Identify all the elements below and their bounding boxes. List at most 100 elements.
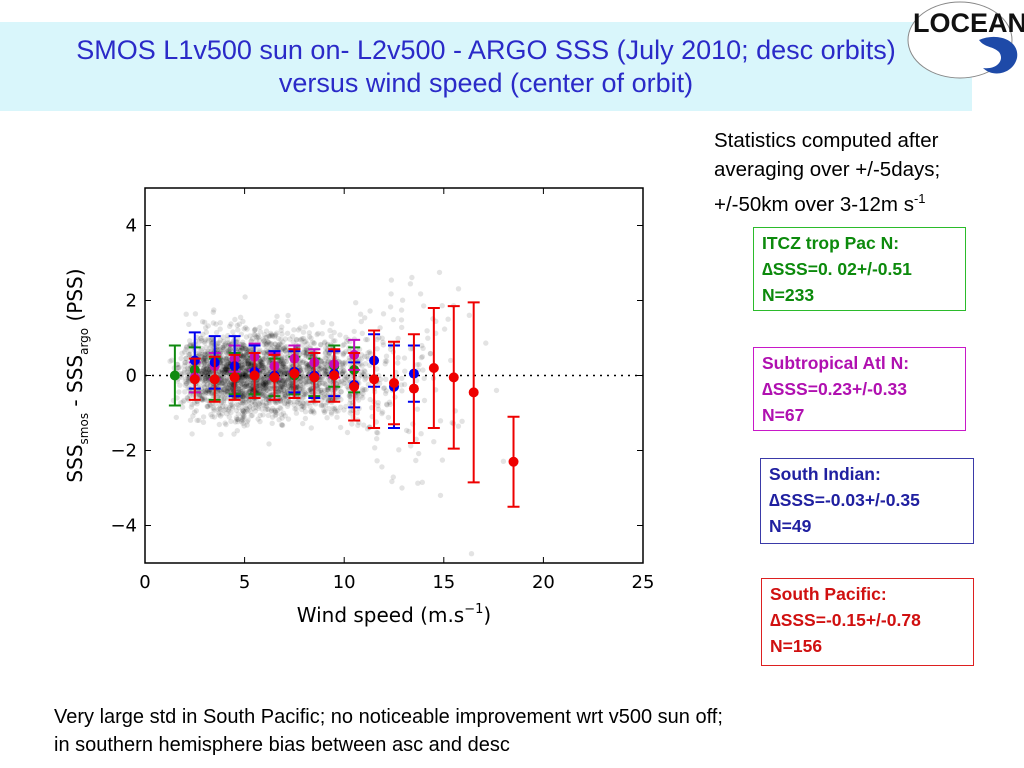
scatter-point — [217, 320, 223, 326]
scatter-point — [362, 369, 368, 375]
scatter-point — [311, 410, 317, 416]
scatter-point — [181, 363, 188, 369]
scatter-point — [201, 396, 208, 402]
scatter-point — [279, 370, 285, 376]
scatter-point — [272, 332, 278, 339]
scatter-point — [308, 386, 314, 393]
scatter-point — [303, 378, 309, 385]
scatter-point — [342, 359, 348, 365]
scatter-point — [252, 408, 258, 414]
scatter-point — [259, 377, 266, 383]
title-banner: SMOS L1v500 sun on- L2v500 - ARGO SSS (J… — [0, 22, 972, 111]
scatter-point — [220, 370, 226, 376]
statistics-note-line-3-text: +/-50km over 3-12m s — [714, 192, 914, 216]
data-point — [249, 370, 260, 381]
scatter-point — [285, 318, 291, 325]
scatter-point — [263, 343, 269, 349]
scatter-point — [319, 331, 325, 337]
scatter-point — [283, 359, 289, 365]
scatter-point — [253, 337, 259, 344]
scatter-point — [279, 360, 285, 367]
scatter-point — [202, 355, 208, 361]
scatter-point — [250, 405, 257, 412]
scatter-point — [242, 343, 248, 349]
statistics-note-exponent: -1 — [913, 191, 926, 206]
scatter-point — [247, 347, 254, 353]
scatter-point — [262, 380, 268, 386]
scatter-point — [233, 407, 239, 414]
scatter-point — [217, 337, 224, 343]
scatter-point — [300, 374, 306, 380]
scatter-point — [300, 381, 306, 387]
scatter-point — [243, 367, 250, 374]
scatter-point — [215, 390, 221, 396]
scatter-point — [240, 420, 246, 426]
scatter-point — [441, 326, 448, 332]
scatter-point — [260, 355, 266, 362]
scatter-point — [263, 347, 270, 354]
scatter-point — [254, 388, 260, 394]
scatter-point — [182, 389, 188, 395]
scatter-point — [243, 355, 249, 361]
scatter-point — [427, 350, 434, 357]
scatter-point — [340, 352, 346, 358]
scatter-point — [245, 360, 251, 366]
scatter-point — [255, 380, 261, 386]
scatter-point — [348, 394, 354, 400]
scatter-point — [264, 374, 271, 380]
scatter-point — [225, 385, 231, 391]
scatter-point — [285, 401, 291, 407]
scatter-point — [198, 335, 204, 342]
scatter-point — [278, 366, 284, 373]
scatter-point — [217, 347, 223, 353]
scatter-point — [242, 399, 249, 406]
scatter-point — [202, 319, 208, 325]
scatter-point — [283, 359, 289, 365]
scatter-point — [200, 368, 207, 374]
scatter-point — [255, 405, 261, 411]
scatter-point — [215, 406, 221, 413]
scatter-point — [227, 384, 233, 390]
scatter-point — [238, 372, 245, 378]
scatter-point — [304, 363, 310, 369]
scatter-point — [268, 341, 274, 347]
slide-title-line-1: SMOS L1v500 sun on- L2v500 - ARGO SSS (J… — [76, 35, 896, 65]
scatter-point — [240, 362, 246, 368]
scatter-point — [323, 355, 329, 362]
scatter-point — [500, 458, 507, 464]
scatter-point — [203, 325, 209, 331]
y-axis-label-sub-argo: argo — [77, 328, 91, 355]
scatter-point — [259, 357, 265, 363]
scatter-point — [302, 324, 308, 330]
scatter-point — [253, 404, 259, 411]
scatter-point — [245, 363, 252, 369]
scatter-point — [493, 387, 500, 394]
scatter-point — [258, 375, 265, 381]
y-tick-label: 4 — [126, 216, 137, 237]
scatter-point — [279, 422, 285, 428]
scatter-point — [301, 404, 307, 410]
scatter-point — [222, 340, 229, 347]
scatter-point — [201, 365, 207, 371]
scatter-point — [241, 392, 247, 399]
scatter-point — [299, 386, 305, 393]
scatter-point — [236, 321, 242, 327]
scatter-point — [239, 400, 245, 406]
scatter-point — [248, 338, 254, 344]
scatter-point — [306, 366, 313, 372]
scatter-point — [243, 357, 250, 364]
scatter-point — [199, 368, 205, 374]
scatter-point — [301, 375, 307, 381]
scatter-point — [220, 386, 227, 392]
scatter-point — [269, 407, 275, 414]
scatter-point — [415, 480, 421, 486]
scatter-point — [282, 391, 288, 398]
scatter-point — [245, 360, 252, 366]
data-point — [468, 387, 479, 398]
scatter-point — [289, 333, 296, 340]
scatter-point — [219, 393, 226, 399]
scatter-point — [263, 328, 270, 334]
scatter-point — [358, 318, 364, 325]
scatter-point — [217, 413, 224, 419]
scatter-point — [318, 389, 324, 395]
